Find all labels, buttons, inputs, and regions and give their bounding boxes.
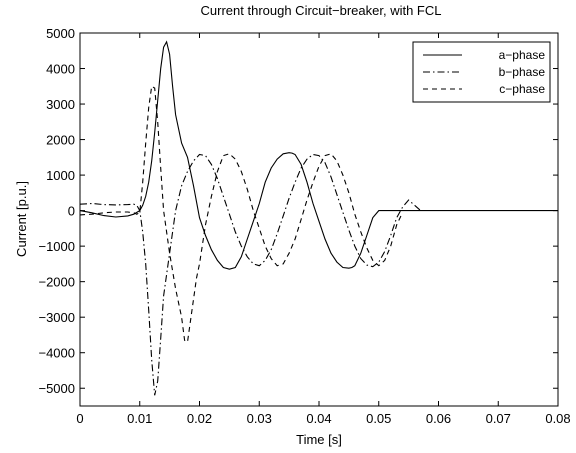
plot-lines xyxy=(79,40,558,396)
legend-box xyxy=(412,41,551,103)
x-tick-label: 0.02 xyxy=(187,411,212,426)
x-tick-label: 0.06 xyxy=(426,411,451,426)
x-axis-label: Time [s] xyxy=(296,432,342,447)
chart-title: Current through Circuit−breaker, with FC… xyxy=(201,3,442,18)
x-axis: 0 0.01 0.02 0.03 0.04 0.05 0.06 0.07 0.08 xyxy=(76,33,571,426)
y-tick-label: −1000 xyxy=(38,239,75,254)
y-tick-label: −5000 xyxy=(38,381,75,396)
series-line-3 xyxy=(79,85,404,344)
y-tick-label: 1000 xyxy=(46,168,75,183)
y-axis: 5000 4000 3000 2000 1000 0 −1000 −2000 −3000 −400… xyxy=(38,26,558,396)
series-line-2 xyxy=(79,153,421,396)
x-tick-label: 0.01 xyxy=(127,411,152,426)
x-tick-label: 0 xyxy=(76,411,83,426)
y-axis-label: Current [p.u.] xyxy=(14,181,29,257)
legend-label-1: a−phase xyxy=(499,48,546,62)
legend: a−phase b−phase c−phase xyxy=(412,41,551,103)
y-tick-label: 4000 xyxy=(46,62,75,77)
x-tick-label: 0.07 xyxy=(486,411,511,426)
y-tick-label: −4000 xyxy=(38,346,75,361)
x-tick-label: 0.08 xyxy=(545,411,570,426)
y-tick-label: 0 xyxy=(68,204,75,219)
y-tick-label: 3000 xyxy=(46,97,75,112)
y-tick-label: −3000 xyxy=(38,310,75,325)
y-tick-label: 2000 xyxy=(46,133,75,148)
legend-label-2: b−phase xyxy=(499,65,546,79)
x-tick-label: 0.05 xyxy=(366,411,391,426)
x-tick-label: 0.04 xyxy=(306,411,331,426)
y-tick-label: −2000 xyxy=(38,275,75,290)
y-tick-label: 5000 xyxy=(46,26,75,41)
series-line-1 xyxy=(79,40,558,270)
legend-label-3: c−phase xyxy=(499,82,545,96)
x-tick-label: 0.03 xyxy=(247,411,272,426)
